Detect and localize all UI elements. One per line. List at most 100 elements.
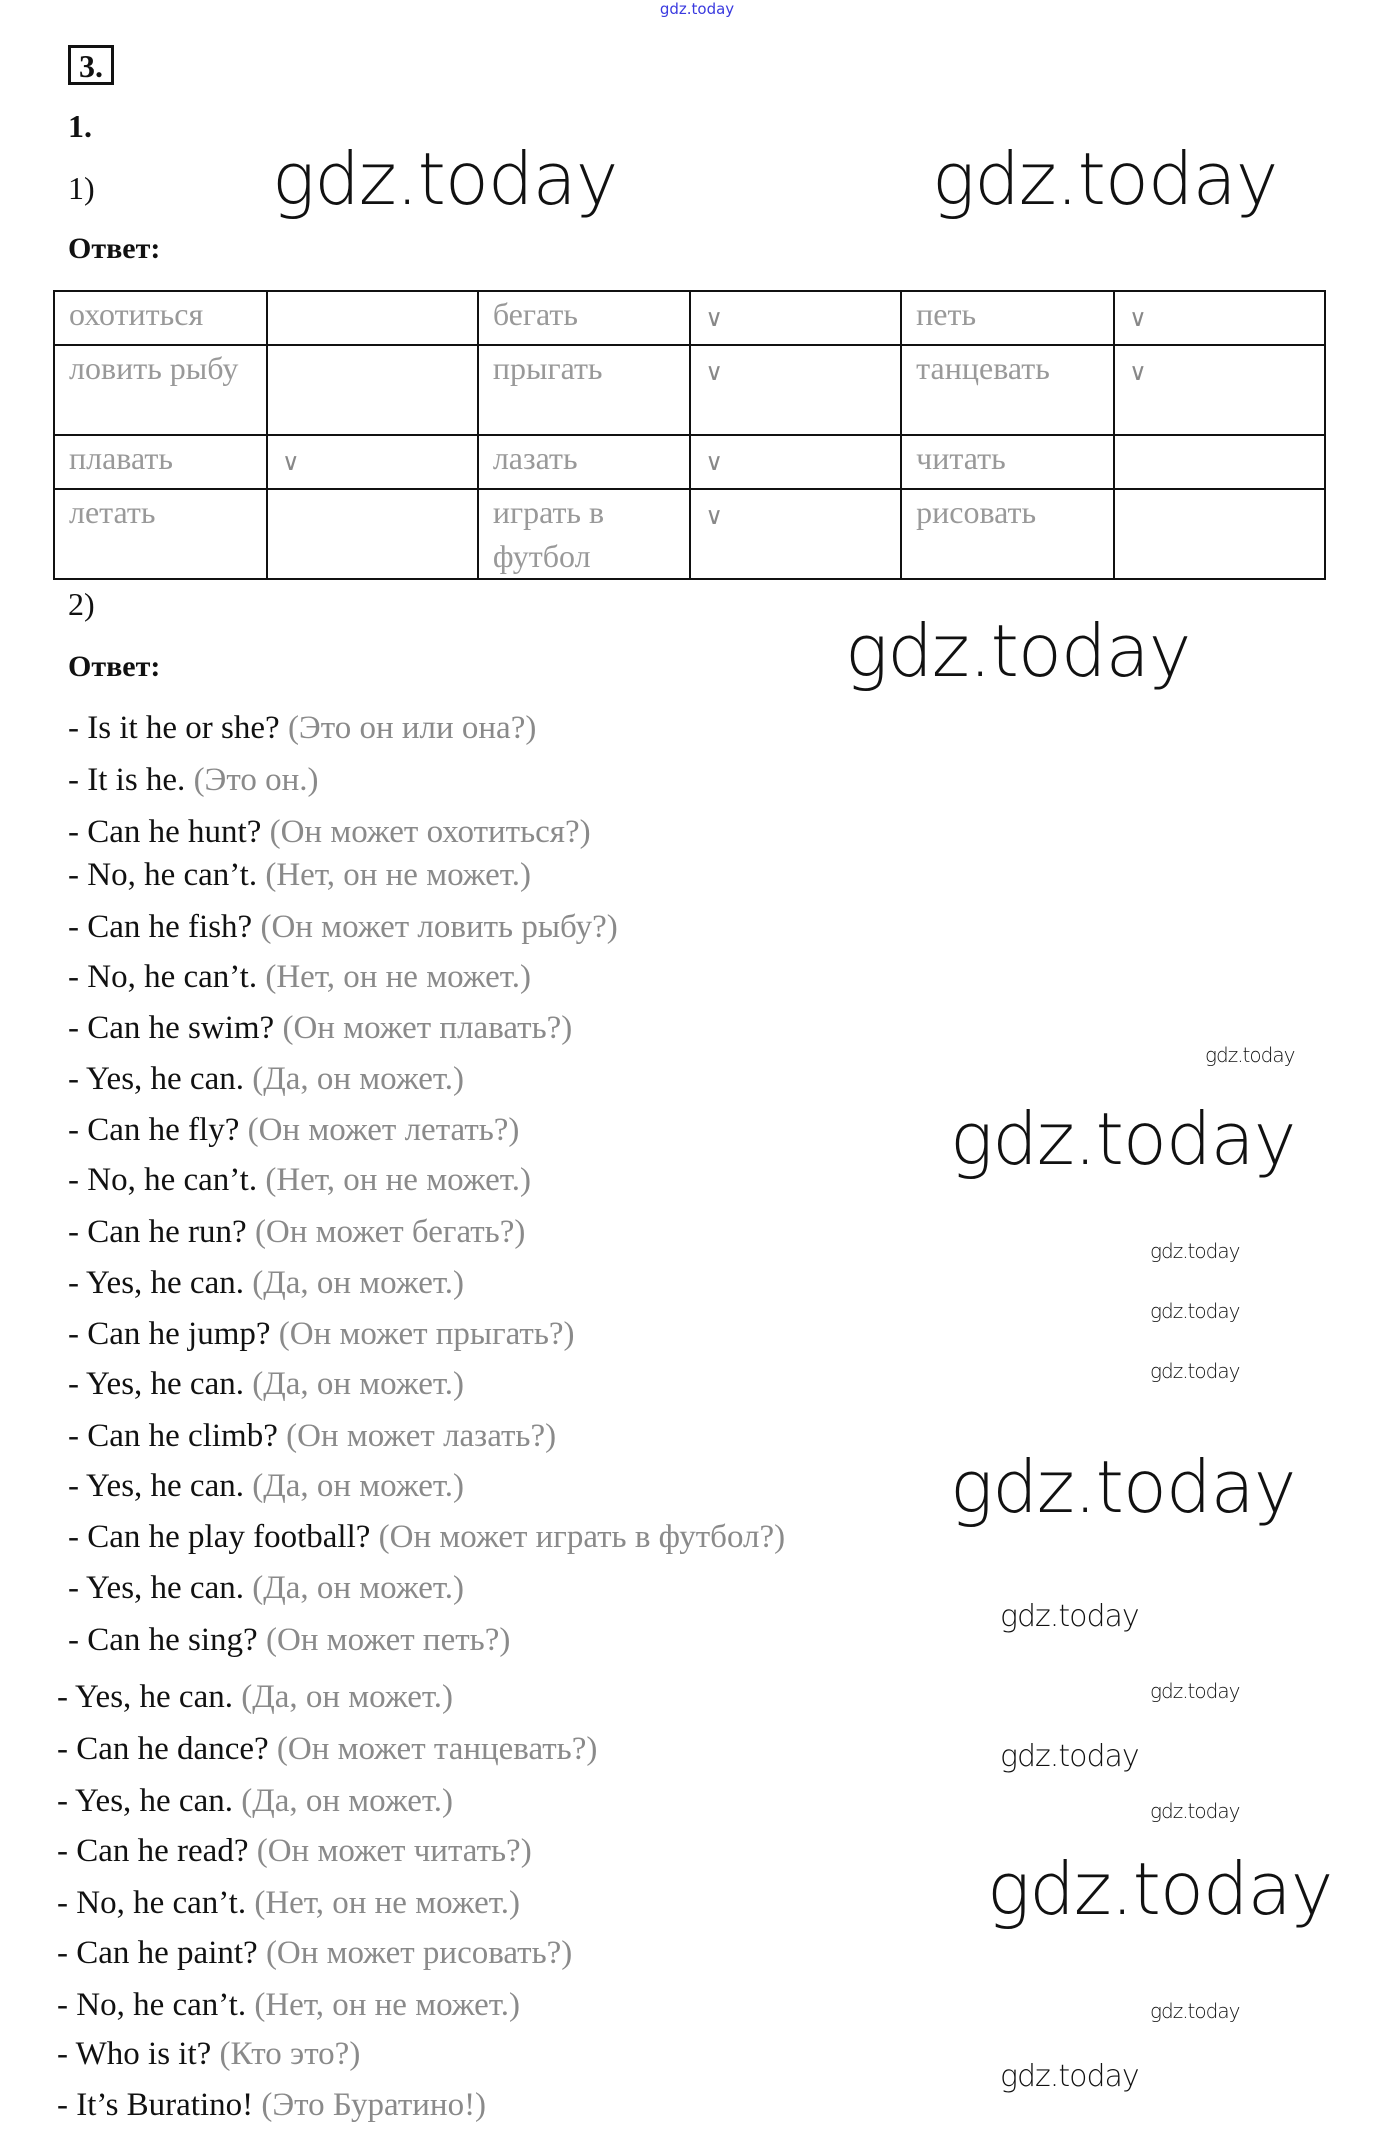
dialogue-line: - Yes, he can. (Да, он может.) xyxy=(57,1781,453,1821)
english-text: - Yes, he can. xyxy=(68,1366,244,1402)
russian-translation: (Да, он может.) xyxy=(241,1783,454,1819)
check-cell xyxy=(266,344,479,436)
watermark: gdz.today xyxy=(1150,1359,1240,1383)
english-text: - It is he. xyxy=(68,762,186,798)
check-cell: ∨ xyxy=(689,434,903,490)
watermark: gdz.today xyxy=(1150,1239,1240,1263)
dialogue-line: - Can he sing? (Он может петь?) xyxy=(68,1620,510,1660)
watermark: gdz.today xyxy=(1150,1999,1240,2023)
english-text: - Is it he or she? xyxy=(68,710,280,746)
dialogue-line: - It’s Buratino! (Это Буратино!) xyxy=(57,2085,486,2125)
watermark: gdz.today xyxy=(272,137,618,221)
english-text: - Can he hunt? xyxy=(68,814,262,850)
dialogue-line: - Can he read? (Он может читать?) xyxy=(57,1831,532,1871)
russian-translation: (Нет, он не может.) xyxy=(265,857,531,893)
english-text: - Can he sing? xyxy=(68,1622,258,1658)
english-text: - Can he read? xyxy=(57,1833,249,1869)
russian-translation: (Кто это?) xyxy=(219,2036,361,2072)
english-text: - Can he fly? xyxy=(68,1112,240,1148)
english-text: - Can he run? xyxy=(68,1214,247,1250)
dialogue-line: - Yes, he can. (Да, он может.) xyxy=(68,1263,464,1303)
russian-translation: (Это он.) xyxy=(193,762,319,798)
activity-cell: играть в футбол xyxy=(476,488,692,580)
russian-translation: (Нет, он не может.) xyxy=(254,1987,520,2023)
dialogue-line: - Can he swim? (Он может плавать?) xyxy=(68,1008,572,1048)
dialogue-line: - No, he can’t. (Нет, он не может.) xyxy=(68,855,531,895)
dialogue-line: - Can he run? (Он может бегать?) xyxy=(68,1212,525,1252)
check-cell xyxy=(266,488,479,580)
english-text: - Yes, he can. xyxy=(68,1570,244,1606)
table-row: ловить рыбу прыгать ∨ танцевать ∨ xyxy=(52,344,1326,436)
watermark: gdz.today xyxy=(950,1445,1296,1529)
watermark: gdz.today xyxy=(845,609,1191,693)
check-cell: ∨ xyxy=(689,290,903,346)
check-cell xyxy=(1113,434,1326,490)
abilities-table: охотиться бегать ∨ петь ∨ ловить рыбу прыгать ∨… xyxy=(52,290,1326,580)
check-cell: ∨ xyxy=(1113,344,1326,436)
part1-label: 1) xyxy=(68,170,95,206)
watermark: gdz.today xyxy=(1150,1799,1240,1823)
top-watermark: gdz.today xyxy=(659,0,735,18)
dialogue-line: - No, he can’t. (Нет, он не может.) xyxy=(57,1985,520,2025)
activity-cell: лазать xyxy=(476,434,692,490)
activity-cell: плавать xyxy=(52,434,269,490)
table-row: охотиться бегать ∨ петь ∨ xyxy=(52,290,1326,346)
russian-translation: (Да, он может.) xyxy=(241,1679,454,1715)
dialogue-line: - Can he climb? (Он может лазать?) xyxy=(68,1416,556,1456)
russian-translation: (Он может охотиться?) xyxy=(269,814,591,850)
watermark: gdz.today xyxy=(1205,1043,1295,1067)
activity-cell: бегать xyxy=(476,290,692,346)
dialogue-line: - Yes, he can. (Да, он может.) xyxy=(68,1568,464,1608)
watermark: gdz.today xyxy=(1000,1599,1140,1634)
table-row: плавать ∨ лазать ∨ читать xyxy=(52,434,1326,490)
dialogue-line: - Can he dance? (Он может танцевать?) xyxy=(57,1729,597,1769)
watermark: gdz.today xyxy=(1000,1739,1140,1774)
english-text: - Can he paint? xyxy=(57,1935,258,1971)
russian-translation: (Он может прыгать?) xyxy=(278,1316,575,1352)
english-text: - No, he can’t. xyxy=(68,1162,258,1198)
russian-translation: (Он может лазать?) xyxy=(286,1418,557,1454)
activity-cell: танцевать xyxy=(900,344,1116,436)
english-text: - Can he jump? xyxy=(68,1316,271,1352)
english-text: - No, he can’t. xyxy=(57,1987,247,2023)
russian-translation: (Он может играть в футбол?) xyxy=(378,1519,786,1555)
activity-cell: летать xyxy=(52,488,269,580)
russian-translation: (Он может ловить рыбу?) xyxy=(260,909,618,945)
english-text: - No, he can’t. xyxy=(68,857,258,893)
russian-translation: (Нет, он не может.) xyxy=(254,1885,520,1921)
dialogue-line: - Yes, he can. (Да, он может.) xyxy=(68,1364,464,1404)
english-text: - Can he fish? xyxy=(68,909,253,945)
task-number: 3. xyxy=(68,45,114,85)
check-cell: ∨ xyxy=(1113,290,1326,346)
watermark: gdz.today xyxy=(1000,2059,1140,2094)
russian-translation: (Он может танцевать?) xyxy=(276,1731,598,1767)
dialogue-line: - Can he play football? (Он может играть… xyxy=(68,1517,785,1557)
russian-translation: (Он может плавать?) xyxy=(282,1010,573,1046)
part1-answer-label: Ответ: xyxy=(68,232,161,265)
part2-label: 2) xyxy=(68,586,95,622)
dialogue-line: - Yes, he can. (Да, он может.) xyxy=(68,1466,464,1506)
russian-translation: (Он может бегать?) xyxy=(254,1214,526,1250)
english-text: - Yes, he can. xyxy=(57,1679,233,1715)
russian-translation: (Да, он может.) xyxy=(252,1366,465,1402)
check-cell: ∨ xyxy=(266,434,479,490)
dialogue-line: - Can he fly? (Он может летать?) xyxy=(68,1110,519,1150)
dialogue-line: - No, he can’t. (Нет, он не может.) xyxy=(68,1160,531,1200)
watermark: gdz.today xyxy=(950,1097,1296,1181)
russian-translation: (Он может рисовать?) xyxy=(265,1935,573,1971)
dialogue-line: - No, he can’t. (Нет, он не может.) xyxy=(57,1883,520,1923)
watermark: gdz.today xyxy=(987,1847,1333,1931)
watermark: gdz.today xyxy=(1150,1679,1240,1703)
watermark: gdz.today xyxy=(932,137,1278,221)
table-row: летать играть в футбол ∨ рисовать xyxy=(52,488,1326,580)
russian-translation: (Нет, он не может.) xyxy=(265,1162,531,1198)
activity-cell: рисовать xyxy=(900,488,1116,580)
activity-cell: читать xyxy=(900,434,1116,490)
russian-translation: (Он может летать?) xyxy=(247,1112,520,1148)
part2-answer-label: Ответ: xyxy=(68,650,161,683)
exercise-number: 1. xyxy=(68,108,92,144)
russian-translation: (Да, он может.) xyxy=(252,1570,465,1606)
russian-translation: (Это Буратино!) xyxy=(261,2087,487,2123)
dialogue-line: - Can he paint? (Он может рисовать?) xyxy=(57,1933,572,1973)
dialogue-line: - No, he can’t. (Нет, он не может.) xyxy=(68,957,531,997)
